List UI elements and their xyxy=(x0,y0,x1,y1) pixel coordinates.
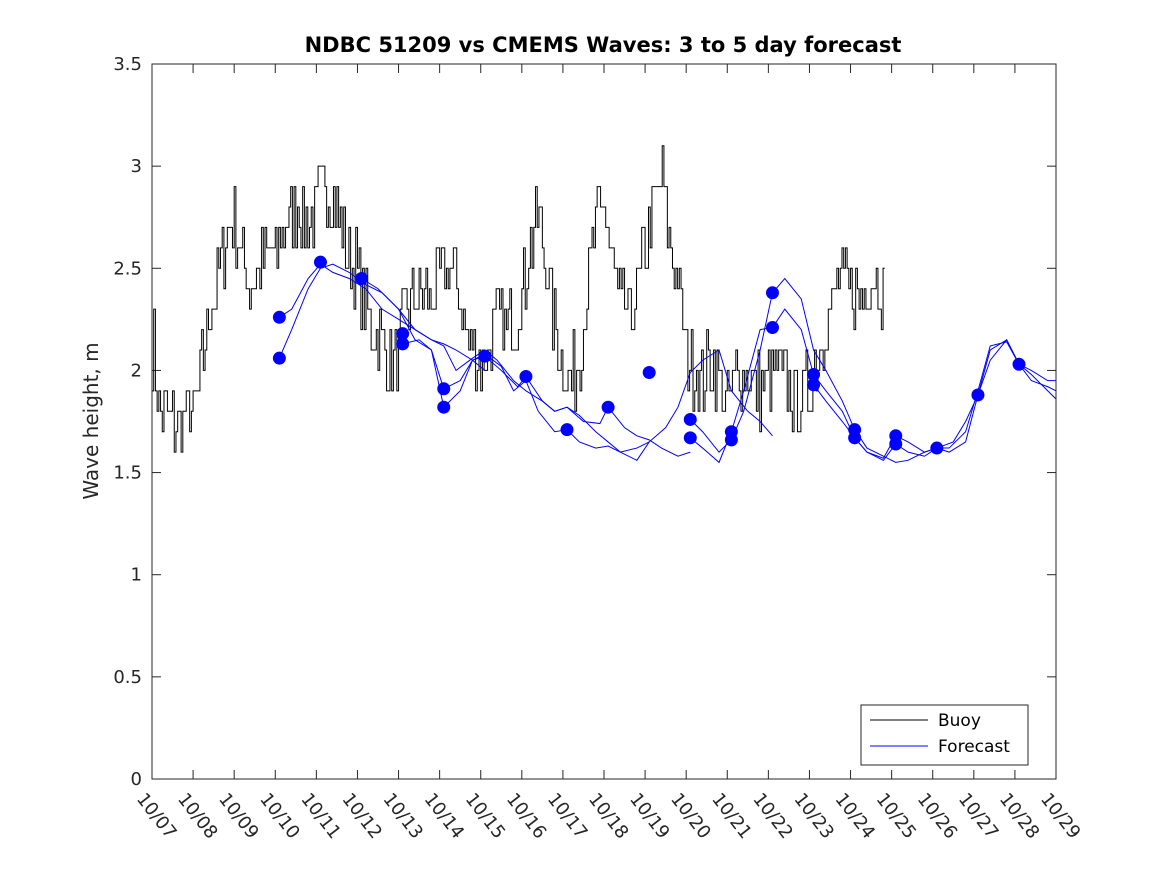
y-tick-label: 2 xyxy=(131,360,142,381)
y-tick-label: 0 xyxy=(131,769,142,790)
forecast-line xyxy=(278,263,650,453)
forecast-series xyxy=(278,263,1057,464)
forecast-point xyxy=(807,368,821,382)
forecast-line xyxy=(402,339,773,461)
forecast-point xyxy=(478,349,492,363)
forecast-point xyxy=(642,365,656,379)
legend-forecast-label: Forecast xyxy=(938,737,1010,757)
forecast-point xyxy=(1012,357,1026,371)
forecast-point xyxy=(396,327,410,341)
forecast-point xyxy=(272,310,286,324)
legend: Buoy Forecast xyxy=(860,704,1029,766)
forecast-point xyxy=(313,255,327,269)
forecast-point xyxy=(807,378,821,392)
forecast-point xyxy=(930,441,944,455)
forecast-point xyxy=(437,382,451,396)
y-tick-label: 1.5 xyxy=(113,463,142,484)
forecast-point xyxy=(272,351,286,365)
y-tick-label: 2.5 xyxy=(113,258,142,279)
legend-buoy-label: Buoy xyxy=(938,711,981,731)
y-tick-label: 3.5 xyxy=(113,54,142,75)
forecast-point xyxy=(971,388,985,402)
buoy-line xyxy=(152,145,885,453)
forecast-point xyxy=(355,272,369,285)
forecast-point xyxy=(724,433,738,447)
forecast-line xyxy=(689,277,1056,463)
y-axis-label: Wave height, m xyxy=(79,342,103,499)
buoy-series xyxy=(152,145,885,453)
forecast-line xyxy=(689,308,1057,464)
axes-box xyxy=(151,63,1057,780)
forecast-point xyxy=(601,400,615,414)
forecast-point xyxy=(396,337,410,351)
forecast-point xyxy=(848,431,862,445)
forecast-point xyxy=(889,437,903,451)
y-tick-label: 1 xyxy=(131,565,142,586)
forecast-line xyxy=(279,263,486,371)
y-axis: 0 0.5 1 1.5 2 2.5 3 3.5 xyxy=(113,54,1056,790)
forecast-point xyxy=(765,286,779,300)
legend-box xyxy=(860,704,1029,766)
forecast-point xyxy=(683,412,697,426)
forecast-point xyxy=(519,370,533,384)
forecast-markers xyxy=(272,255,1026,455)
forecast-point xyxy=(765,321,779,335)
chart-title: NDBC 51209 vs CMEMS Waves: 3 to 5 day fo… xyxy=(305,33,902,57)
y-tick-label: 0.5 xyxy=(113,667,142,688)
forecast-point xyxy=(560,423,574,437)
forecast-point xyxy=(437,400,451,414)
forecast-point xyxy=(683,431,697,445)
y-tick-label: 3 xyxy=(131,156,142,177)
